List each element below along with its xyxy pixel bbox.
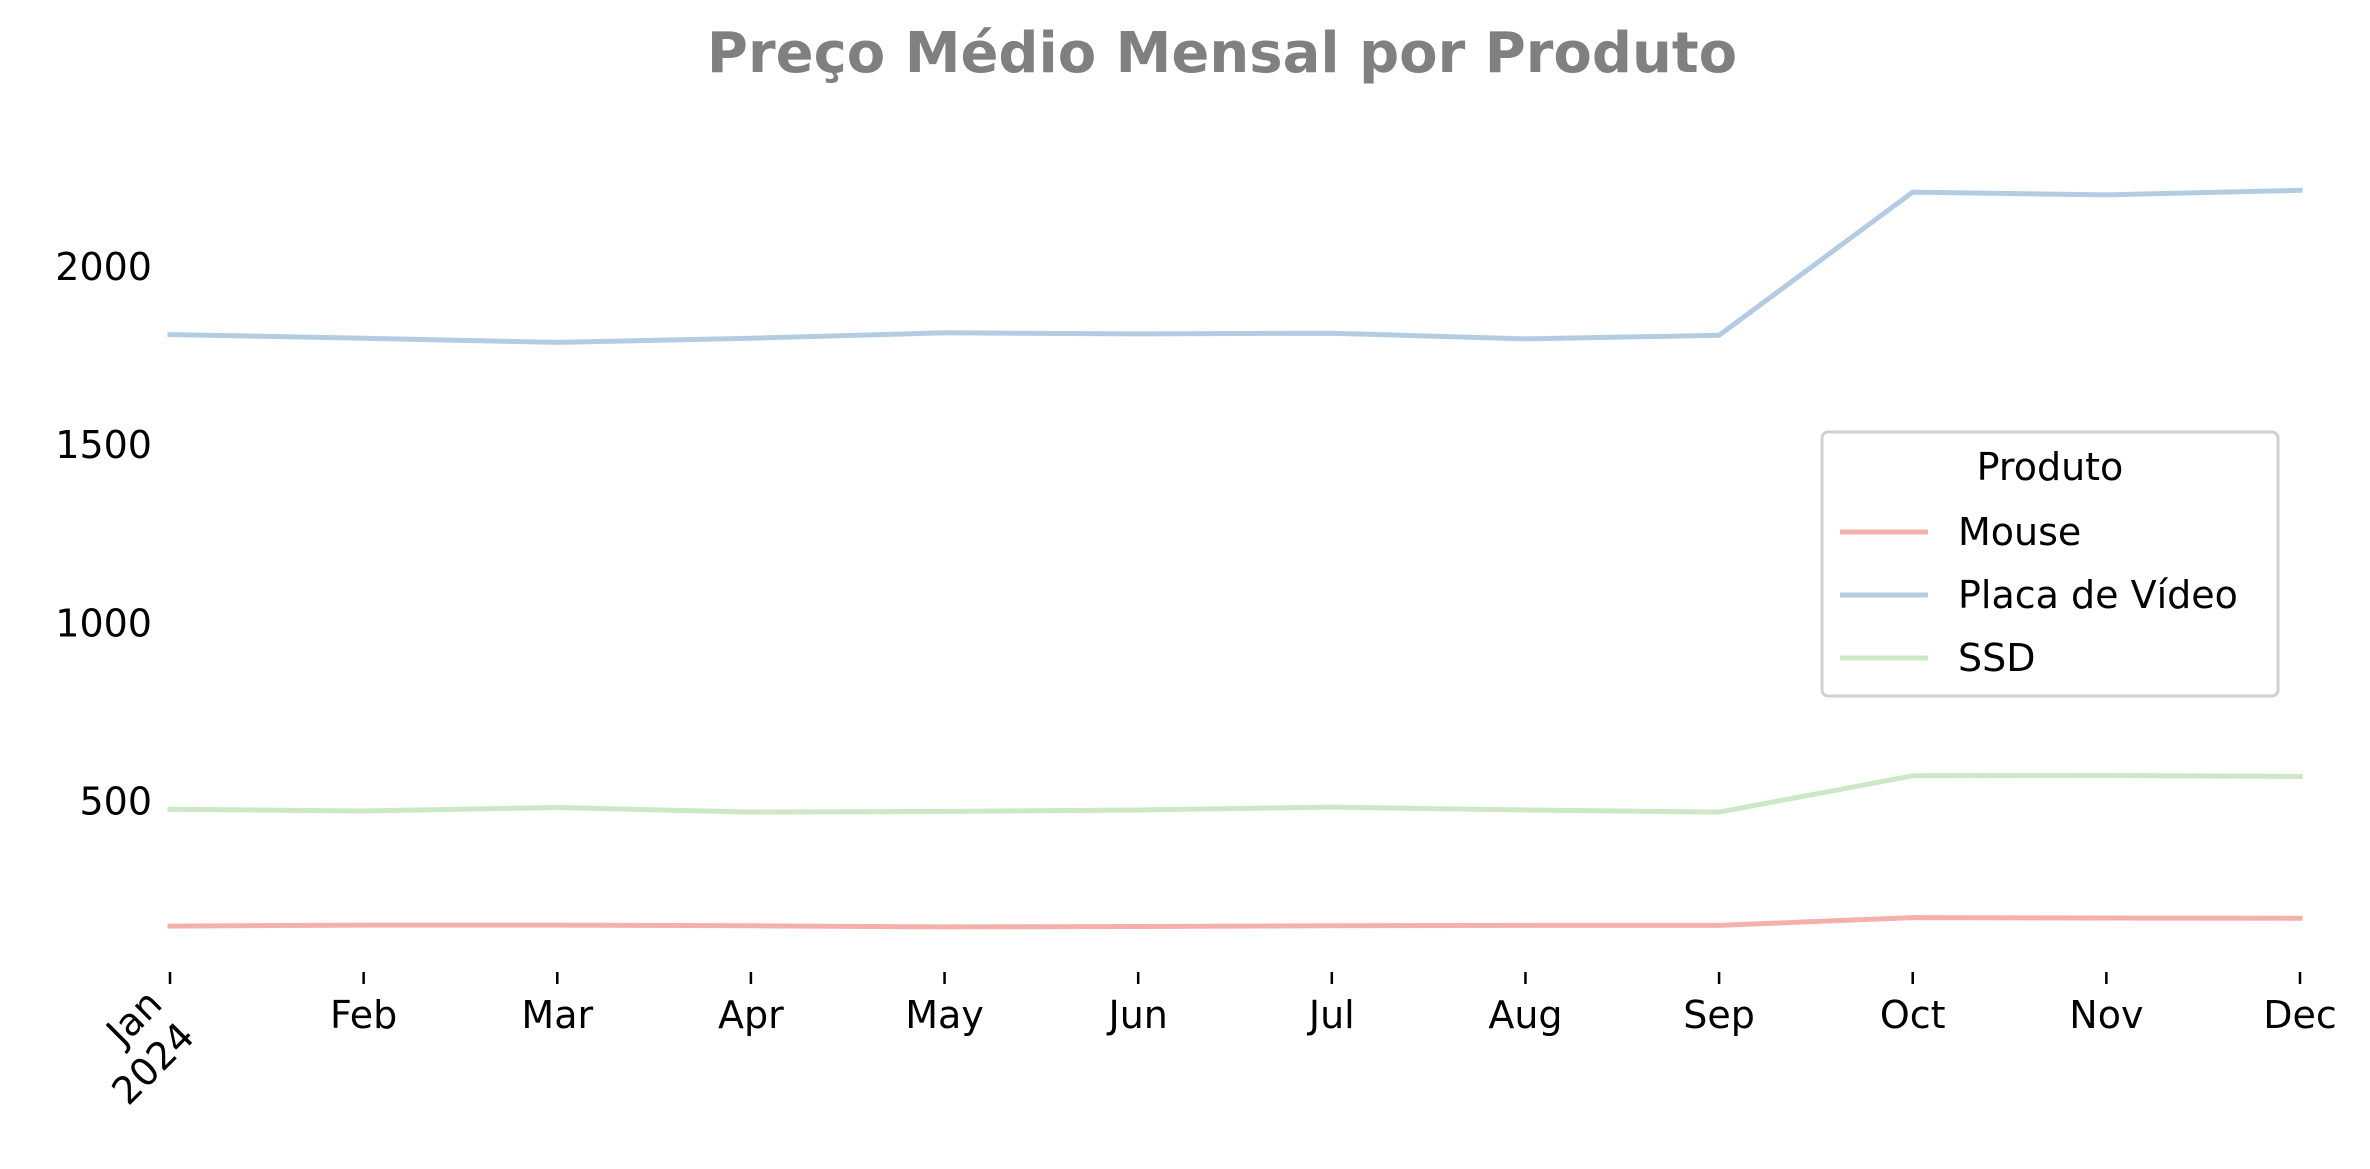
x-tick-label-jan: Jan2024 (71, 981, 203, 1113)
legend-frame (1820, 430, 2280, 698)
legend: Produto Mouse Placa de Vídeo SSD (1820, 430, 2280, 698)
x-tick-label-may: May (905, 993, 984, 1037)
legend-label-ssd: SSD (1958, 636, 2036, 680)
x-tick-label-feb: Feb (330, 993, 397, 1037)
x-tick-label-oct: Oct (1880, 993, 1946, 1037)
chart-title: Preço Médio Mensal por Produto (707, 21, 1737, 86)
x-tick-label-nov: Nov (2069, 993, 2143, 1037)
series-line-ssd (167, 772, 2303, 815)
x-tick-label-jul: Jul (1307, 993, 1355, 1037)
legend-title: Produto (1977, 445, 2124, 489)
y-tick-label-1500: 1500 (55, 423, 152, 467)
x-tick-label-aug: Aug (1488, 993, 1562, 1037)
y-tick-label-1000: 1000 (55, 601, 152, 645)
legend-label-placa-de-video: Placa de Vídeo (1958, 573, 2238, 617)
x-axis: Jan2024 Feb Mar Apr May Jun Jul Aug Sep Oct Nov Dec (71, 972, 2337, 1113)
x-tick-label-mar: Mar (521, 993, 593, 1037)
x-tick-label-apr: Apr (718, 993, 784, 1037)
x-tick-label-dec: Dec (2263, 993, 2337, 1037)
y-tick-label-500: 500 (79, 779, 152, 823)
legend-label-mouse: Mouse (1958, 510, 2081, 554)
series-line-placa-de-video (167, 187, 2303, 345)
x-tick-label-sep: Sep (1683, 993, 1755, 1037)
series-lines (167, 187, 2303, 930)
y-tick-label-2000: 2000 (55, 245, 152, 289)
x-tick-label-jun: Jun (1106, 993, 1167, 1037)
y-axis: 500 1000 1500 2000 (55, 245, 152, 824)
series-line-mouse (167, 915, 2303, 930)
